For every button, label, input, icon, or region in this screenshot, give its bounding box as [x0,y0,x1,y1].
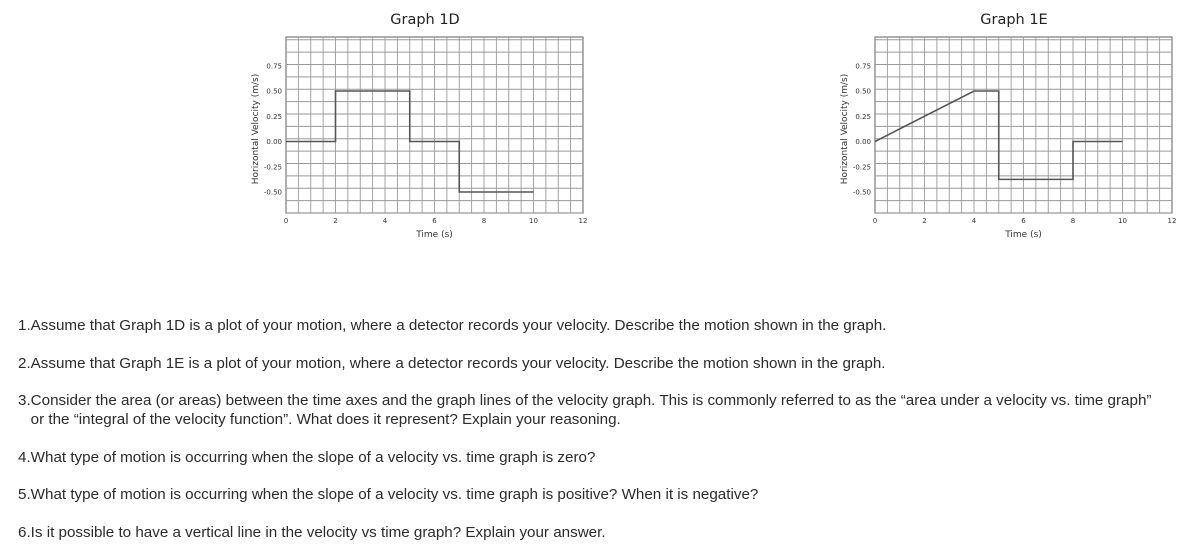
graph-1d: Graph 1D 0.75 0.50 0.25 0.00 -0.25 -0.50 0 2 4 6 8 1… [251,12,589,240]
tick-label-background [428,216,441,225]
x-tick-label: 6 [1021,217,1026,225]
tick-label-background [478,216,490,225]
question-item: 1. Assume that Graph 1D is a plot of you… [18,316,1168,335]
y-tick-label: 0.50 [855,88,871,96]
y-tick-label: -0.25 [853,163,871,171]
x-tick-label: 6 [432,217,437,225]
chart-1: Graph 1E 0.75 0.50 0.25 0.00 -0.25 -0.50 0 2 4 6 8 1… [840,12,1178,240]
tick-label-background [849,60,873,71]
tick-label-background [849,187,873,197]
question-text: What type of motion is occurring when th… [30,448,596,466]
question-text: Consider the area (or areas) between the… [30,392,1152,428]
x-tick-label: 8 [1071,217,1075,225]
tick-label-background [1067,216,1079,225]
x-tick-label: 0 [284,217,288,225]
question-number: 5. [18,486,31,503]
y-tick-label: -0.50 [853,189,871,197]
x-tick-label: 10 [1118,217,1127,225]
y-tick-label: 0.25 [266,113,282,121]
tick-label-background [260,187,284,197]
tick-label-background [260,111,284,122]
y-tick-label: 0.00 [266,138,282,146]
question-item: 3. Consider the area (or areas) between … [18,391,1168,429]
tick-label-background [869,216,881,225]
question-item: 6. Is it possible to have a vertical lin… [18,523,1168,542]
question-number: 4. [18,448,31,466]
x-tick-label: 4 [972,217,977,225]
x-tick-label: 10 [529,217,538,225]
tick-label-background [849,86,873,96]
y-tick-label: 0.00 [855,138,871,146]
x-tick-label: 0 [873,217,877,225]
question-item: 5. What type of motion is occurring when… [18,485,1168,504]
x-axis-label: Time (s) [1004,230,1042,240]
tick-label-background [849,161,873,172]
tick-label-background [849,136,873,147]
x-tick-label: 12 [1168,217,1177,225]
tick-label-background [260,161,284,172]
question-list: 1. Assume that Graph 1D is a plot of you… [18,316,1168,560]
tick-label-background [260,60,284,71]
chart-title: Graph 1D [390,12,459,28]
question-number: 2. [18,354,31,372]
tick-label-background [280,216,292,225]
question-number: 3. [18,392,31,409]
y-tick-label: -0.50 [264,189,282,197]
x-axis-label: Time (s) [415,230,453,240]
question-text: Assume that Graph 1E is a plot of your m… [30,354,886,372]
tick-label-background [260,136,284,147]
tick-label-background [1017,216,1030,225]
tick-label-background [260,86,284,96]
x-tick-label: 4 [383,217,388,225]
charts-area: Graph 1D 0.75 0.50 0.25 0.00 -0.25 -0.50 0 2 4 6 8 1… [0,0,1178,250]
question-item: 2. Assume that Graph 1E is a plot of you… [18,354,1168,373]
x-tick-label: 2 [922,217,926,225]
y-tick-label: 0.75 [855,62,871,70]
data-line [286,90,534,193]
graph-1e: Graph 1E 0.75 0.50 0.25 0.00 -0.25 -0.50 0 2 4 6 8 1… [840,12,1178,240]
y-axis-label: Horizontal Velocity (m/s) [251,74,261,185]
tick-label-background [1116,216,1129,225]
y-tick-label: -0.25 [264,163,282,171]
y-tick-label: 0.75 [266,62,282,70]
tick-label-background [379,216,391,225]
tick-label-background [1166,216,1178,225]
question-item: 4. What type of motion is occurring when… [18,448,1168,467]
y-axis-label: Horizontal Velocity (m/s) [840,74,850,185]
x-tick-label: 12 [579,217,588,225]
chart-0: Graph 1D 0.75 0.50 0.25 0.00 -0.25 -0.50 0 2 4 6 8 1… [251,12,589,240]
chart-title: Graph 1E [980,12,1047,28]
x-tick-label: 8 [482,217,486,225]
question-number: 1. [18,317,31,334]
tick-label-background [329,216,342,225]
tick-label-background [577,216,589,225]
question-text: What type of motion is occurring when th… [30,486,759,503]
question-number: 6. [18,523,31,541]
question-text: Is it possible to have a vertical line i… [30,523,606,541]
tick-label-background [527,216,540,225]
tick-label-background [968,216,980,225]
x-tick-label: 2 [333,217,337,225]
tick-label-background [918,216,931,225]
y-tick-label: 0.50 [266,88,282,96]
tick-label-background [849,111,873,122]
question-text: Assume that Graph 1D is a plot of your m… [30,317,887,334]
data-line [874,90,1123,181]
y-tick-label: 0.25 [855,113,871,121]
